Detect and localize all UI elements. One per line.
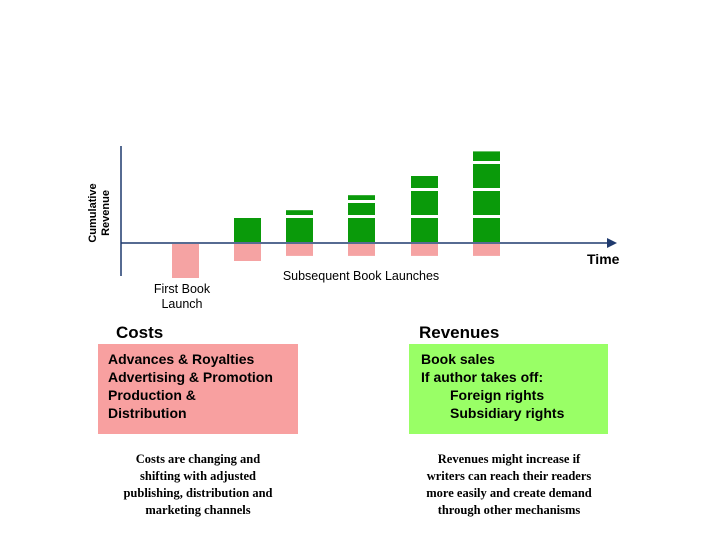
revenue-bar-segment [411,218,438,242]
x-axis-label: Time [587,251,620,267]
revenue-bar-segment [234,218,261,242]
cost-bar [286,244,313,256]
revenue-bar-segment [473,164,500,188]
revenue-cost-chart: Cumulative Revenue Time First Book Launc… [87,146,620,311]
y-axis-label-line2: Revenue [100,190,112,236]
cost-item: Distribution [108,405,187,421]
costs-note-line: marketing channels [145,503,251,517]
costs-note-line: Costs are changing and [135,452,261,466]
revenue-bar-segment [348,203,375,215]
revenue-sub-item: Subsidiary rights [450,405,565,421]
revenue-bar-segment [473,151,500,161]
revenues-note-line: Revenues might increase if [437,452,581,466]
revenue-item: If author takes off: [421,369,544,385]
revenues-box: Book sales If author takes off: Foreign … [409,344,608,434]
chart-bars [172,151,500,278]
costs-note-line: shifting with adjusted [140,469,256,483]
revenue-bar-segment [286,210,313,215]
cost-bar [172,244,199,278]
first-launch-label-line2: Launch [161,297,202,311]
cost-bar [411,244,438,256]
y-axis-label-line1: Cumulative [87,183,99,242]
cost-item: Advertising & Promotion [108,369,273,385]
revenue-bar-segment [286,218,313,242]
revenue-bar-segment [348,218,375,242]
costs-heading: Costs [116,323,164,342]
revenue-bar-segment [411,176,438,188]
revenues-heading: Revenues [419,323,500,342]
subsequent-launches-label: Subsequent Book Launches [283,269,439,283]
costs-note-line: publishing, distribution and [123,486,273,500]
cost-bar [234,244,261,261]
revenue-item: Book sales [421,351,495,367]
cost-bar [473,244,500,256]
revenues-note-line: more easily and create demand [426,486,592,500]
revenues-note-line: through other mechanisms [437,503,581,517]
revenue-bar-segment [411,191,438,215]
costs-note: Costs are changing and shifting with adj… [92,451,304,519]
cost-item: Advances & Royalties [108,351,255,367]
costs-box: Advances & Royalties Advertising & Promo… [98,344,298,434]
x-axis-arrowhead [607,238,617,248]
cost-item: Production & [108,387,196,403]
first-launch-label-line1: First Book [154,282,211,296]
revenue-bar-segment [473,191,500,215]
revenues-note-line: writers can reach their readers [426,469,592,483]
cost-bar [348,244,375,256]
revenue-bar-segment [473,218,500,242]
revenues-note: Revenues might increase if writers can r… [396,451,622,519]
revenue-sub-item: Foreign rights [450,387,545,403]
revenue-bar-segment [348,195,375,200]
